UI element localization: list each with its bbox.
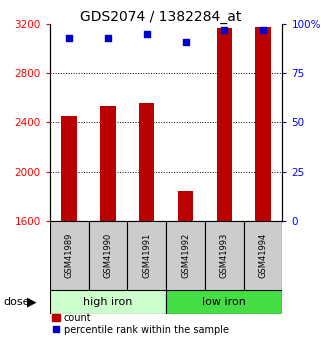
Bar	[61, 116, 77, 221]
Text: GSM41994: GSM41994	[259, 233, 268, 278]
Bar	[50, 290, 166, 314]
Text: dose: dose	[3, 297, 30, 307]
Bar	[100, 107, 116, 221]
Bar	[89, 221, 127, 290]
Bar	[166, 290, 282, 314]
Point	[66, 35, 72, 41]
Legend: count, percentile rank within the sample: count, percentile rank within the sample	[48, 309, 233, 338]
Bar	[178, 191, 193, 221]
Text: GSM41989: GSM41989	[65, 233, 74, 278]
Point	[183, 39, 188, 45]
Bar	[166, 221, 205, 290]
Point	[222, 27, 227, 33]
Bar	[127, 221, 166, 290]
Point	[144, 31, 149, 37]
Bar	[139, 103, 154, 221]
Text: GSM41991: GSM41991	[142, 233, 151, 278]
Bar	[244, 221, 282, 290]
Text: GSM41990: GSM41990	[103, 233, 112, 278]
Text: low iron: low iron	[202, 297, 246, 307]
Text: GSM41992: GSM41992	[181, 233, 190, 278]
Text: ▶: ▶	[27, 295, 37, 308]
Point	[105, 35, 110, 41]
Bar	[50, 221, 89, 290]
Text: high iron: high iron	[83, 297, 133, 307]
Text: GDS2074 / 1382284_at: GDS2074 / 1382284_at	[80, 10, 241, 24]
Bar	[205, 221, 244, 290]
Text: GSM41993: GSM41993	[220, 233, 229, 278]
Bar	[217, 28, 232, 221]
Bar	[255, 27, 271, 221]
Point	[261, 27, 266, 33]
